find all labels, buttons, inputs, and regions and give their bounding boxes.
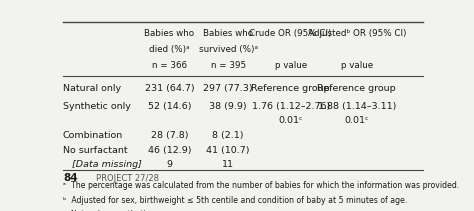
Text: Babies who: Babies who xyxy=(203,28,253,38)
Text: died (%)ᵃ: died (%)ᵃ xyxy=(149,45,190,54)
Text: Combination: Combination xyxy=(63,131,123,140)
Text: [Data missing]: [Data missing] xyxy=(63,160,142,169)
Text: Adjustedᵇ OR (95% CI): Adjustedᵇ OR (95% CI) xyxy=(308,28,406,38)
Text: Reference group: Reference group xyxy=(318,84,396,93)
Text: 52 (14.6): 52 (14.6) xyxy=(148,103,191,111)
Text: n = 366: n = 366 xyxy=(152,61,187,70)
Text: n = 395: n = 395 xyxy=(210,61,246,70)
Text: survived (%)ᵃ: survived (%)ᵃ xyxy=(199,45,258,54)
Text: 231 (64.7): 231 (64.7) xyxy=(145,84,194,93)
Text: Babies who: Babies who xyxy=(145,28,194,38)
Text: 297 (77.3): 297 (77.3) xyxy=(203,84,253,93)
Text: 9: 9 xyxy=(166,160,173,169)
Text: 46 (12.9): 46 (12.9) xyxy=(148,146,191,154)
Text: No surfactant: No surfactant xyxy=(63,146,128,154)
Text: ᵃ  The percentage was calculated from the number of babies for which the informa: ᵃ The percentage was calculated from the… xyxy=(63,181,459,190)
Text: Reference group: Reference group xyxy=(251,84,330,93)
Text: 84: 84 xyxy=(63,173,78,183)
Text: ᶜ  Natural vs synthetic: ᶜ Natural vs synthetic xyxy=(63,210,150,211)
Text: 28 (7.8): 28 (7.8) xyxy=(151,131,188,140)
Text: Crude OR (95% CI): Crude OR (95% CI) xyxy=(249,28,332,38)
Text: 38 (9.9): 38 (9.9) xyxy=(210,103,247,111)
Text: 8 (2.1): 8 (2.1) xyxy=(212,131,244,140)
Text: 11: 11 xyxy=(222,160,234,169)
Text: 1.88 (1.14–3.11): 1.88 (1.14–3.11) xyxy=(318,103,396,111)
Text: Synthetic only: Synthetic only xyxy=(63,103,131,111)
Text: PROJECT 27/28: PROJECT 27/28 xyxy=(96,174,159,183)
Text: p value: p value xyxy=(341,61,373,70)
Text: 1.76 (1.12–2.76): 1.76 (1.12–2.76) xyxy=(252,103,330,111)
Text: Natural only: Natural only xyxy=(63,84,121,93)
Text: 0.01ᶜ: 0.01ᶜ xyxy=(345,116,369,125)
Text: 41 (10.7): 41 (10.7) xyxy=(207,146,250,154)
Text: p value: p value xyxy=(274,61,307,70)
Text: ᵇ  Adjusted for sex, birthweight ≤ 5th centile and condition of baby at 5 minute: ᵇ Adjusted for sex, birthweight ≤ 5th ce… xyxy=(63,196,407,205)
Text: 0.01ᶜ: 0.01ᶜ xyxy=(278,116,303,125)
